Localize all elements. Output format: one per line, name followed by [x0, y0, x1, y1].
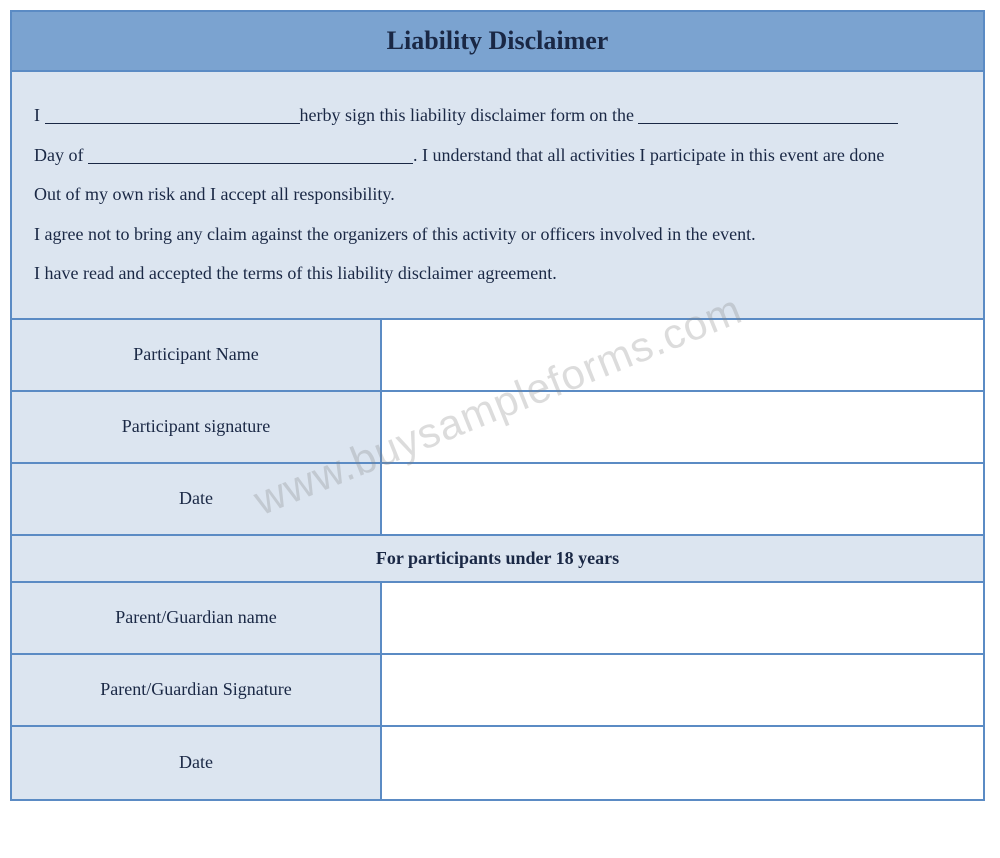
participant-name-label: Participant Name [12, 320, 382, 390]
guardian-signature-label: Parent/Guardian Signature [12, 655, 382, 725]
table-row: Participant signature [12, 392, 983, 464]
participant-date-label: Date [12, 464, 382, 534]
guardian-date-input[interactable] [382, 727, 983, 799]
under-18-subheader: For participants under 18 years [12, 536, 983, 583]
disclaimer-line-1: I herby sign this liability disclaimer f… [34, 96, 961, 136]
disclaimer-line-4: I agree not to bring any claim against t… [34, 215, 961, 255]
form-container: Liability Disclaimer I herby sign this l… [10, 10, 985, 801]
guardian-signature-input[interactable] [382, 655, 983, 725]
form-title: Liability Disclaimer [12, 26, 983, 56]
table-row: Date [12, 464, 983, 536]
table-row: Parent/Guardian Signature [12, 655, 983, 727]
line2-prefix: Day of [34, 145, 88, 165]
disclaimer-line-5: I have read and accepted the terms of th… [34, 254, 961, 294]
participant-name-input[interactable] [382, 320, 983, 390]
participant-table: Participant Name Participant signature D… [12, 320, 983, 799]
disclaimer-line-2: Day of . I understand that all activitie… [34, 136, 961, 176]
guardian-name-label: Parent/Guardian name [12, 583, 382, 653]
table-row: Date [12, 727, 983, 799]
line1-prefix: I [34, 105, 45, 125]
participant-signature-input[interactable] [382, 392, 983, 462]
participant-date-input[interactable] [382, 464, 983, 534]
participant-signature-label: Participant signature [12, 392, 382, 462]
form-header: Liability Disclaimer [12, 12, 983, 72]
guardian-date-label: Date [12, 727, 382, 799]
line1-mid: herby sign this liability disclaimer for… [300, 105, 639, 125]
blank-month-line[interactable] [88, 146, 413, 164]
disclaimer-text-section: I herby sign this liability disclaimer f… [12, 72, 983, 320]
guardian-name-input[interactable] [382, 583, 983, 653]
line2-suffix: . I understand that all activities I par… [413, 145, 884, 165]
blank-name-line[interactable] [45, 106, 300, 124]
disclaimer-line-3: Out of my own risk and I accept all resp… [34, 175, 961, 215]
blank-date-line[interactable] [638, 106, 898, 124]
table-row: Parent/Guardian name [12, 583, 983, 655]
table-row: Participant Name [12, 320, 983, 392]
